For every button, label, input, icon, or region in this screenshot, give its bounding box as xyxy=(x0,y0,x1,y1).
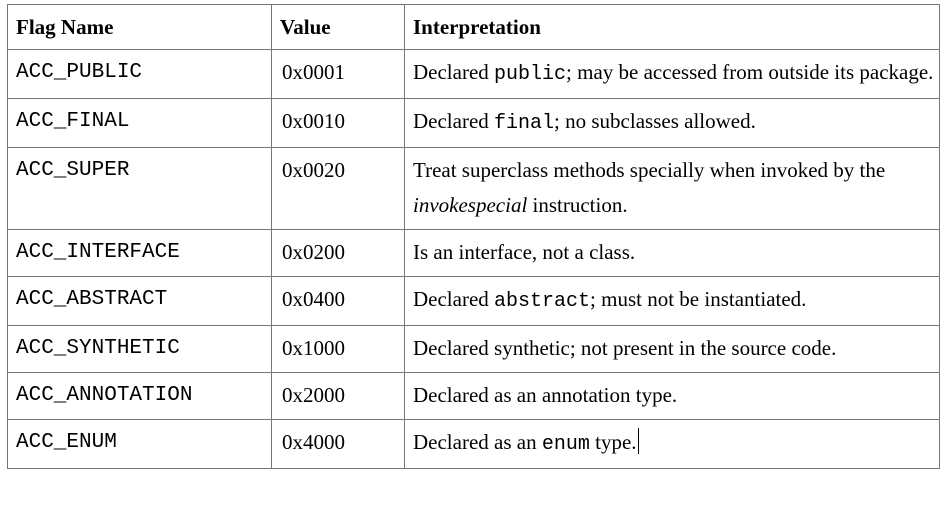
interpretation-cell: Declared final; no subclasses allowed. xyxy=(404,98,940,148)
flag-value-cell: 0x0001 xyxy=(271,49,405,99)
flag-name-cell: ACC_ANNOTATION xyxy=(7,372,272,420)
table-row: ACC_SYNTHETIC 0x1000 Declared synthetic;… xyxy=(7,325,940,373)
interpretation-text: ; must not be instantiated. xyxy=(590,287,807,311)
interpretation-text: Declared xyxy=(413,109,495,133)
flag-value-cell: 0x0020 xyxy=(271,147,405,230)
interpretation-cell: Declared abstract; must not be instantia… xyxy=(404,276,940,326)
flag-name-cell: ACC_INTERFACE xyxy=(7,229,272,277)
interpretation-cell: Declared public; may be accessed from ou… xyxy=(404,49,940,99)
flag-name-cell: ACC_ENUM xyxy=(7,419,272,469)
interpretation-text: Declared as an xyxy=(413,430,542,454)
interpretation-text: ; no subclasses allowed. xyxy=(554,109,756,133)
flag-name-cell: ACC_ABSTRACT xyxy=(7,276,272,326)
code-keyword: final xyxy=(494,112,555,135)
interpretation-text: instruction. xyxy=(527,193,628,217)
flag-value-cell: 0x0200 xyxy=(271,229,405,277)
interpretation-cell: Declared as an annotation type. xyxy=(404,372,940,420)
table-row: ACC_FINAL 0x0010 Declared final; no subc… xyxy=(7,98,940,148)
table-row: ACC_SUPER 0x0020 Treat superclass method… xyxy=(7,147,940,230)
header-interpretation: Interpretation xyxy=(404,4,940,50)
flag-name-cell: ACC_SYNTHETIC xyxy=(7,325,272,373)
interpretation-text: Treat superclass methods specially when … xyxy=(413,158,886,182)
flag-name-cell: ACC_FINAL xyxy=(7,98,272,148)
interpretation-text: Declared xyxy=(413,60,495,84)
access-flags-table: Flag Name Value Interpretation ACC_PUBLI… xyxy=(7,4,940,469)
interpretation-text: Declared xyxy=(413,287,495,311)
header-flag-name: Flag Name xyxy=(7,4,272,50)
table-header-row: Flag Name Value Interpretation xyxy=(7,4,940,50)
interpretation-text: type. xyxy=(589,430,637,454)
interpretation-cell: Declared synthetic; not present in the s… xyxy=(404,325,940,373)
flag-value-cell: 0x0010 xyxy=(271,98,405,148)
flag-value-cell: 0x0400 xyxy=(271,276,405,326)
code-keyword: enum xyxy=(541,433,590,456)
code-keyword: public xyxy=(494,63,567,86)
table-row: ACC_ABSTRACT 0x0400 Declared abstract; m… xyxy=(7,276,940,326)
header-value: Value xyxy=(271,4,405,50)
interpretation-cell: Treat superclass methods specially when … xyxy=(404,147,940,230)
code-keyword: abstract xyxy=(494,290,591,313)
interpretation-cell: Is an interface, not a class. xyxy=(404,229,940,277)
text-cursor xyxy=(637,428,639,454)
interpretation-text: ; may be accessed from outside its packa… xyxy=(566,60,934,84)
italic-term: invokespecial xyxy=(413,193,528,217)
flag-value-cell: 0x2000 xyxy=(271,372,405,420)
table-row: ACC_ANNOTATION 0x2000 Declared as an ann… xyxy=(7,372,940,420)
flag-name-cell: ACC_PUBLIC xyxy=(7,49,272,99)
table-row: ACC_INTERFACE 0x0200 Is an interface, no… xyxy=(7,229,940,277)
interpretation-cell[interactable]: Declared as an enum type. xyxy=(404,419,940,469)
table-row: ACC_PUBLIC 0x0001 Declared public; may b… xyxy=(7,49,940,99)
flag-name-cell: ACC_SUPER xyxy=(7,147,272,230)
table-row: ACC_ENUM 0x4000 Declared as an enum type… xyxy=(7,419,940,469)
flag-value-cell: 0x1000 xyxy=(271,325,405,373)
flag-value-cell: 0x4000 xyxy=(271,419,405,469)
